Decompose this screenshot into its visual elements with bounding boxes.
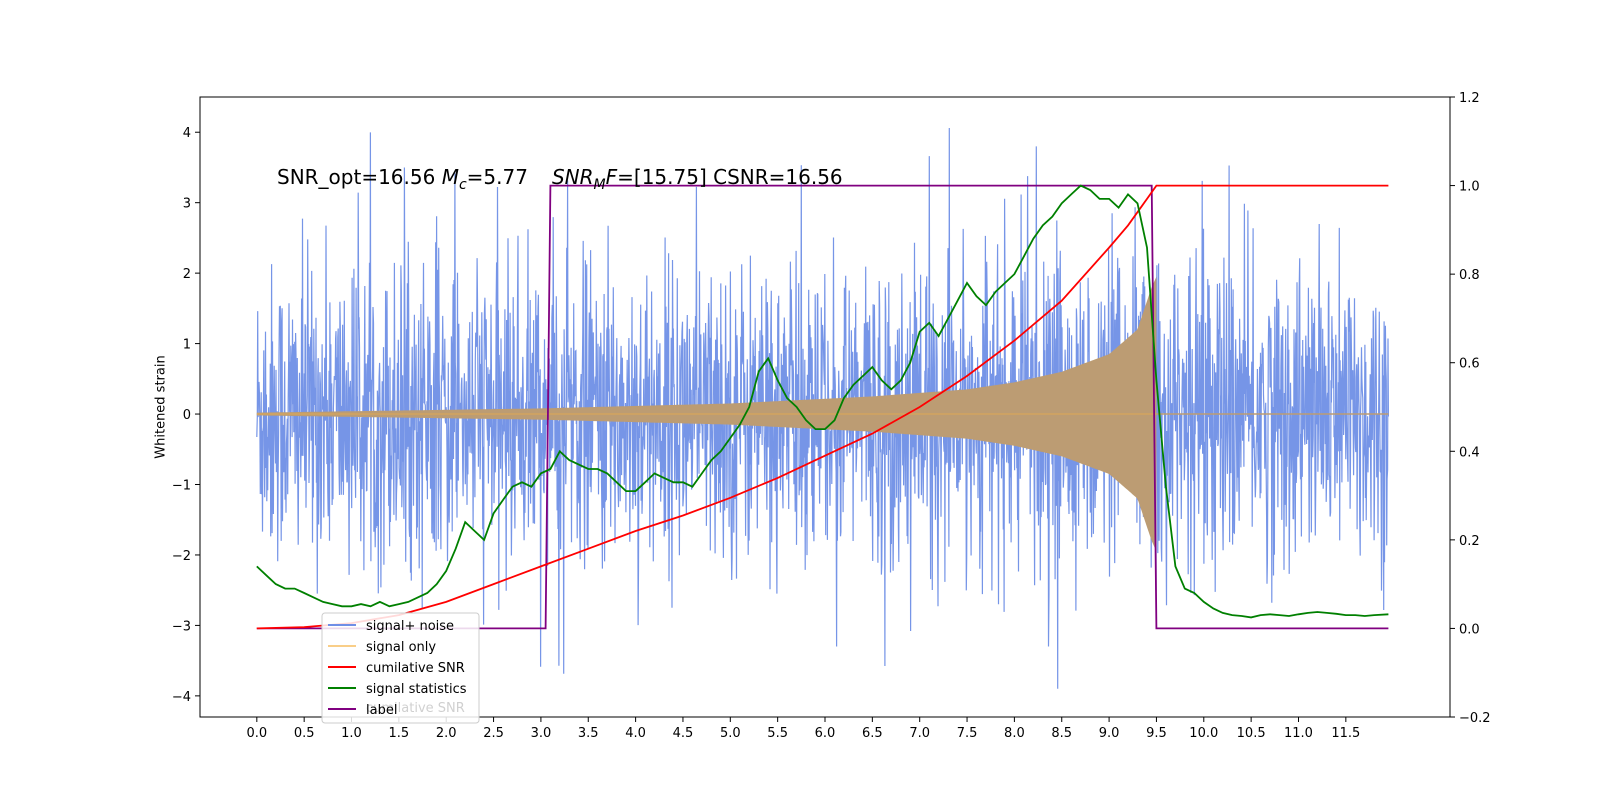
y-axis-title: Whitened strain: [154, 355, 169, 458]
x-tick-label-6: 3.0: [531, 726, 552, 741]
series-signal-noise: [256, 127, 1389, 689]
annotation-prefix: SNR_opt=16.56: [277, 165, 442, 189]
y2-tick-label-5: 0.8: [1459, 268, 1480, 283]
legend: cumilative SNR signal+ noise signal only c…: [321, 612, 480, 724]
x-tick-label-13: 6.5: [862, 726, 883, 741]
x-tick-label-12: 6.0: [815, 726, 836, 741]
x-tick-label-19: 9.5: [1146, 726, 1167, 741]
annotation-mc-sub: c: [459, 177, 467, 193]
legend-items: signal+ noise signal only cumilative SNR si…: [328, 619, 467, 718]
y2-tick-label-0: −0.2: [1459, 711, 1491, 726]
annotation-mc-value: =5.77: [467, 165, 528, 189]
y2-tick-label-2: 0.2: [1459, 534, 1480, 549]
x-tick-label-15: 7.5: [957, 726, 978, 741]
x-tick-label-7: 3.5: [578, 726, 599, 741]
x-tick-label-23: 11.5: [1331, 726, 1360, 741]
y-axis-right: −0.2 0.0 0.2 0.4 0.6 0.8 1.0 1.2: [1450, 91, 1491, 726]
x-tick-label-4: 2.0: [436, 726, 457, 741]
y2-tick-label-3: 0.4: [1459, 445, 1480, 460]
x-tick-label-16: 8.0: [1004, 726, 1025, 741]
legend-label-2: cumilative SNR: [366, 661, 465, 676]
y-axis-left: −4 −3 −2 −1 0 1 2 3 4: [172, 126, 200, 705]
y-tick-label-3: −1: [172, 479, 191, 494]
x-tick-label-20: 10.0: [1189, 726, 1218, 741]
annotation-snr-tail: F: [606, 165, 618, 189]
x-tick-label-11: 5.5: [767, 726, 788, 741]
y-tick-label-7: 3: [183, 197, 191, 212]
legend-label-1: signal only: [366, 640, 436, 655]
plot-area: [256, 127, 1389, 689]
annotation-text: SNR_opt=16.56 Mc=5.77 SNRMF=[15.75] CSNR=…: [277, 165, 843, 193]
y-tick-label-5: 1: [183, 338, 191, 353]
x-tick-label-9: 4.5: [673, 726, 694, 741]
x-tick-label-17: 8.5: [1051, 726, 1072, 741]
x-tick-label-8: 4.0: [625, 726, 646, 741]
x-tick-label-3: 1.5: [389, 726, 410, 741]
x-tick-label-5: 2.5: [483, 726, 504, 741]
x-tick-label-22: 11.0: [1284, 726, 1313, 741]
x-tick-label-21: 10.5: [1237, 726, 1266, 741]
x-tick-label-14: 7.0: [909, 726, 930, 741]
y-tick-label-6: 2: [183, 267, 191, 282]
y2-tick-label-7: 1.2: [1459, 91, 1480, 106]
y2-tick-label-6: 1.0: [1459, 180, 1480, 195]
legend-box: [321, 612, 480, 724]
x-tick-label-18: 9.0: [1099, 726, 1120, 741]
annotation-mc-symbol: M: [442, 165, 459, 189]
x-tick-label-1: 0.5: [294, 726, 315, 741]
y-tick-label-0: −4: [172, 690, 191, 705]
series-label: [256, 184, 1389, 630]
y2-tick-label-4: 0.6: [1459, 357, 1480, 372]
legend-label-0: signal+ noise: [366, 619, 454, 634]
x-tick-label-2: 1.0: [341, 726, 362, 741]
x-axis: 0.0 0.5 1.0 1.5 2.0 2.5 3.0 3.5 4.0 4.5 5.0 5.5 6.0 6…: [246, 717, 1360, 741]
annotation-snr-symbol: SNR: [552, 165, 594, 189]
legend-label-3: signal statistics: [366, 682, 467, 697]
y2-tick-label-1: 0.0: [1459, 622, 1480, 637]
series-cumulative-snr: [256, 184, 1389, 630]
y-tick-label-2: −2: [172, 549, 191, 564]
y-tick-label-1: −3: [172, 619, 191, 634]
legend-ghost-text: cumilative SNR: [366, 701, 465, 716]
annotation-snr-value: =[15.75] CSNR=16.56: [617, 165, 843, 189]
y-tick-label-8: 4: [183, 126, 191, 141]
annotation-snr-sub: M: [594, 177, 606, 193]
x-tick-label-10: 5.0: [720, 726, 741, 741]
x-tick-label-0: 0.0: [246, 726, 267, 741]
y-tick-label-4: 0: [183, 408, 191, 423]
legend-label-4: label: [366, 703, 397, 718]
series-signal-statistics: [256, 184, 1389, 619]
